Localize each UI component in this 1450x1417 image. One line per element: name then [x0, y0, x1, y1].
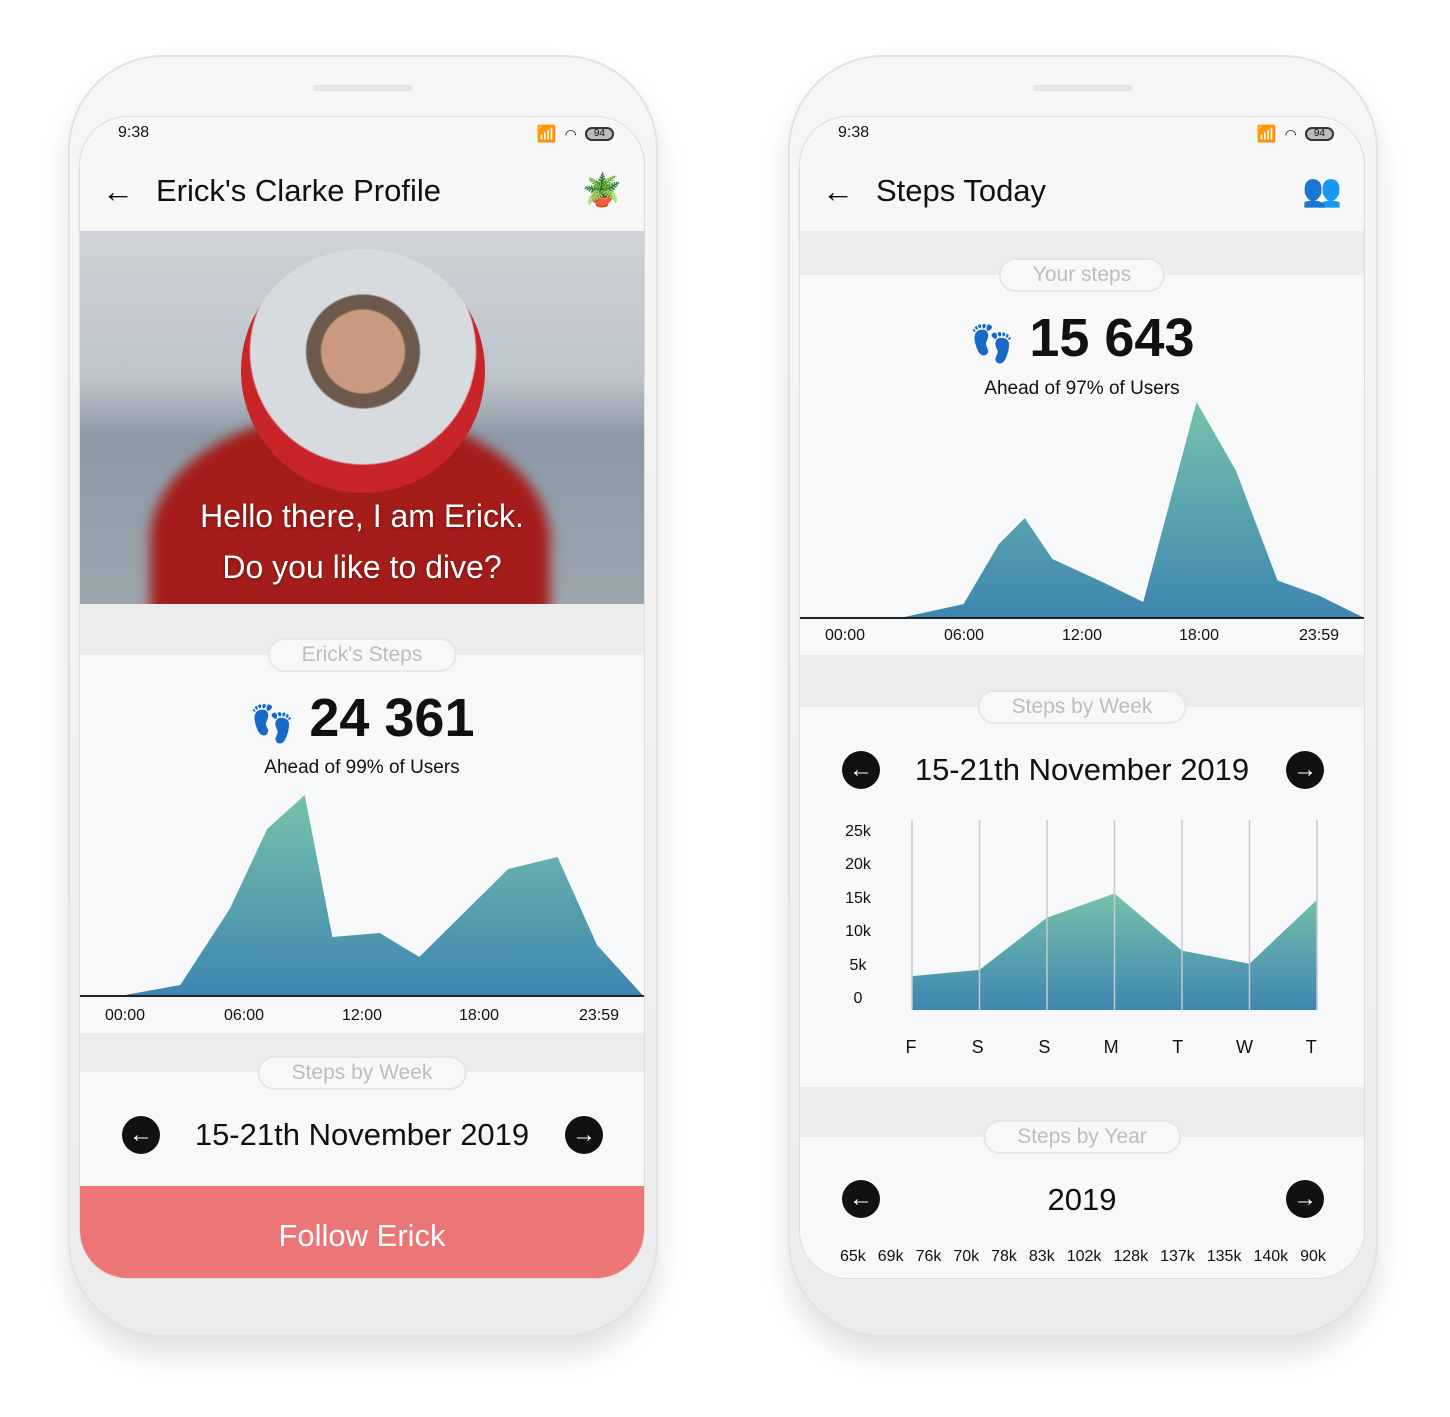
x-tick-label: 12:00 [341, 1007, 383, 1024]
year-value: 2019 [1047, 1182, 1117, 1217]
avatar [241, 249, 485, 493]
y-tick-label: 20k [845, 856, 871, 874]
steps-count: 👣 24 361 [249, 688, 475, 748]
follow-button[interactable]: Follow Erick [80, 1186, 644, 1278]
year-month-value: 70k [953, 1248, 980, 1265]
app-header: ← Steps Today 👥 [800, 151, 1364, 231]
section-label-steps: Erick's Steps [267, 638, 457, 672]
steps-today-screen: 9:38 📶 ◠ 94 ← Steps Today 👥 Your steps 👣 1… [800, 117, 1364, 1278]
year-monthly-values: 65k 69k 76k 70k 78k 83k 102k 128k 137k 135k 140k 90… [840, 1248, 1326, 1266]
x-tick-label: 00:00 [104, 1007, 146, 1024]
status-bar: 9:38 📶 ◠ 94 [800, 117, 1364, 151]
prev-week-button[interactable]: ← [842, 751, 880, 789]
x-tick-label: 06:00 [223, 1007, 265, 1024]
x-tick-label: 18:00 [1178, 627, 1220, 644]
y-tick-label: 0 [853, 990, 863, 1007]
section-label-year: Steps by Year [983, 1120, 1181, 1154]
x-tick-label: S [971, 1037, 984, 1057]
wifi-icon: ◠ [564, 125, 577, 142]
profile-daily-chart [80, 795, 644, 997]
y-tick-label: 10k [845, 923, 871, 941]
greeting-line-2: Do you like to dive? [222, 549, 502, 585]
back-arrow-icon[interactable]: ← [102, 172, 134, 209]
phone-right: 9:38 📶 ◠ 94 ← Steps Today 👥 Your steps 👣 1… [788, 55, 1378, 1337]
prev-week-button[interactable]: ← [122, 1116, 160, 1154]
year-month-value: 76k [915, 1248, 942, 1265]
signal-icon: 📶 [1256, 126, 1277, 143]
clock: 9:38 [838, 124, 870, 141]
battery-icon: 94 [1304, 127, 1334, 141]
area-series [125, 795, 644, 995]
today-daily-chart [800, 402, 1364, 619]
steps-count: 👣 15 643 [969, 308, 1195, 368]
x-tick-label: M [1103, 1037, 1119, 1057]
y-tick-label: 25k [845, 823, 871, 840]
x-tick-label: 23:59 [578, 1007, 620, 1024]
x-tick-label: T [1172, 1037, 1184, 1057]
year-month-value: 137k [1160, 1248, 1195, 1265]
next-week-button[interactable]: → [1286, 751, 1324, 789]
speaker [1033, 85, 1133, 91]
profile-screen: 9:38 📶 ◠ 94 ← Erick's Clarke Profile 🪴 Hel… [80, 117, 644, 1278]
plant-pot-icon[interactable]: 🪴 [582, 172, 622, 208]
year-month-value: 69k [877, 1248, 904, 1265]
x-tick-label: T [1305, 1037, 1317, 1057]
greeting-line-1: Hello there, I am Erick. [200, 498, 524, 534]
weekly-chart [911, 820, 1318, 1010]
section-label-week: Steps by Week [257, 1056, 467, 1090]
back-arrow-icon[interactable]: ← [822, 172, 854, 209]
year-month-value: 90k [1300, 1248, 1326, 1265]
week-range: 15-21th November 2019 [914, 752, 1250, 787]
year-month-value: 128k [1113, 1248, 1149, 1265]
x-tick-label: F [905, 1037, 917, 1057]
year-month-value: 78k [991, 1248, 1017, 1265]
page-title: Erick's Clarke Profile [156, 173, 441, 208]
x-tick-label: 00:00 [824, 627, 866, 644]
next-week-button[interactable]: → [565, 1116, 603, 1154]
footsteps-icon: 👣 [249, 703, 295, 744]
x-tick-label: S [1038, 1037, 1051, 1057]
x-tick-label: 12:00 [1061, 627, 1103, 644]
speaker [313, 85, 413, 91]
status-bar: 9:38 📶 ◠ 94 [80, 117, 644, 151]
x-tick-label: 06:00 [943, 627, 985, 644]
section-label-your-steps: Your steps [998, 258, 1166, 292]
signal-icon: 📶 [536, 126, 557, 143]
year-month-value: 140k [1253, 1248, 1289, 1265]
y-tick-label: 5k [849, 956, 867, 974]
ahead-text: Ahead of 97% of Users [984, 378, 1180, 399]
clock: 9:38 [118, 124, 150, 141]
section-label-week: Steps by Week [977, 690, 1187, 724]
y-tick-label: 15k [845, 889, 871, 907]
year-month-value: 135k [1206, 1248, 1242, 1265]
ahead-text: Ahead of 99% of Users [264, 757, 460, 778]
next-year-button[interactable]: → [1286, 1180, 1324, 1218]
x-tick-label: W [1236, 1037, 1253, 1057]
wifi-icon: ◠ [1284, 125, 1297, 142]
page-title: Steps Today [876, 173, 1047, 208]
x-tick-label: 23:59 [1298, 627, 1340, 644]
x-tick-label: 18:00 [458, 1007, 500, 1024]
app-header: ← Erick's Clarke Profile 🪴 [80, 151, 644, 231]
prev-year-button[interactable]: ← [842, 1180, 880, 1218]
profile-cover-photo: Hello there, I am Erick. Do you like to … [80, 231, 644, 604]
area-series [904, 402, 1364, 617]
footsteps-icon: 👣 [969, 323, 1015, 364]
year-month-value: 65k [840, 1248, 866, 1265]
week-range: 15-21th November 2019 [194, 1117, 530, 1152]
battery-icon: 94 [584, 127, 614, 141]
year-month-value: 83k [1028, 1248, 1055, 1265]
phone-left: 9:38 📶 ◠ 94 ← Erick's Clarke Profile 🪴 Hel… [68, 55, 658, 1337]
users-group-icon[interactable]: 👥 [1302, 172, 1342, 208]
year-month-value: 102k [1066, 1248, 1102, 1265]
